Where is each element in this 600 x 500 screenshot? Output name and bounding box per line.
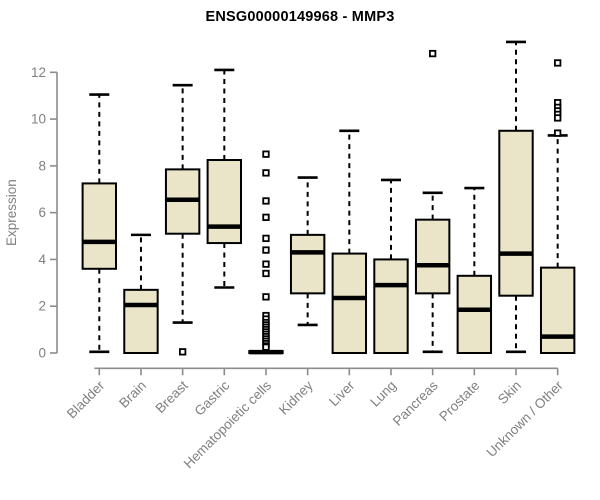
boxplot-hematopoietic-cells — [248, 150, 284, 355]
outlier-point — [262, 343, 270, 351]
x-category-label: Skin — [495, 378, 524, 407]
x-category-label: Bladder — [64, 377, 108, 421]
y-tick-label: 4 — [38, 252, 46, 267]
outlier-point — [262, 269, 270, 278]
outlier-point — [262, 246, 270, 254]
y-tick-label: 2 — [38, 299, 46, 314]
boxplot-kidney — [289, 176, 326, 327]
chart-title: ENSG00000149968 - MMP3 — [205, 9, 395, 25]
boxplot-liver — [331, 129, 368, 354]
x-category-label: Lung — [367, 378, 399, 410]
x-category-label: Liver — [326, 377, 358, 409]
iqr-box — [331, 252, 368, 354]
iqr-box — [414, 218, 451, 295]
iqr-box — [539, 266, 576, 355]
iqr-box — [373, 258, 409, 354]
boxplot-brain — [123, 233, 159, 354]
boxplot-prostate — [456, 186, 493, 354]
boxplot-pancreas — [414, 49, 451, 354]
outlier-point — [262, 169, 270, 177]
y-tick-label: 6 — [38, 205, 46, 220]
boxplot-skin — [498, 40, 534, 354]
iqr-box — [498, 129, 534, 297]
y-tick-label: 0 — [38, 346, 46, 361]
boxplot-breast — [164, 83, 201, 356]
outlier-point — [262, 197, 270, 205]
x-category-label: Gastric — [192, 378, 233, 419]
outlier-point — [262, 150, 270, 158]
outlier-point — [554, 114, 562, 122]
x-category-label: Unknown / Other — [484, 377, 567, 460]
y-axis-title: Expression — [4, 179, 19, 246]
x-category-label: Brain — [116, 378, 149, 411]
x-category-label: Breast — [153, 378, 191, 416]
iqr-box — [206, 159, 243, 245]
outlier-point — [262, 260, 270, 268]
iqr-box — [289, 233, 326, 295]
y-tick-label: 10 — [31, 112, 46, 127]
y-tick-label: 12 — [31, 65, 46, 80]
boxplot-bladder — [81, 93, 117, 354]
outlier-point — [554, 59, 562, 67]
boxplot-gastric — [206, 68, 243, 289]
boxplot-lung — [373, 178, 409, 354]
outlier-point — [262, 234, 270, 243]
boxplot-unknown-other — [539, 59, 576, 355]
iqr-box — [123, 288, 159, 354]
x-category-label: Kidney — [276, 378, 316, 418]
outlier-point — [429, 49, 437, 58]
y-tick-label: 8 — [38, 158, 46, 173]
iqr-box — [81, 182, 117, 270]
outlier-point — [554, 129, 562, 137]
iqr-box — [456, 274, 493, 354]
x-category-label: Pancreas — [390, 378, 441, 429]
y-axis: 0 2 4 6 8 10 12 — [31, 65, 58, 361]
x-category-label: Prostate — [436, 378, 482, 424]
outlier-point — [178, 348, 187, 356]
outlier-point — [262, 213, 270, 221]
outlier-point — [262, 293, 270, 301]
